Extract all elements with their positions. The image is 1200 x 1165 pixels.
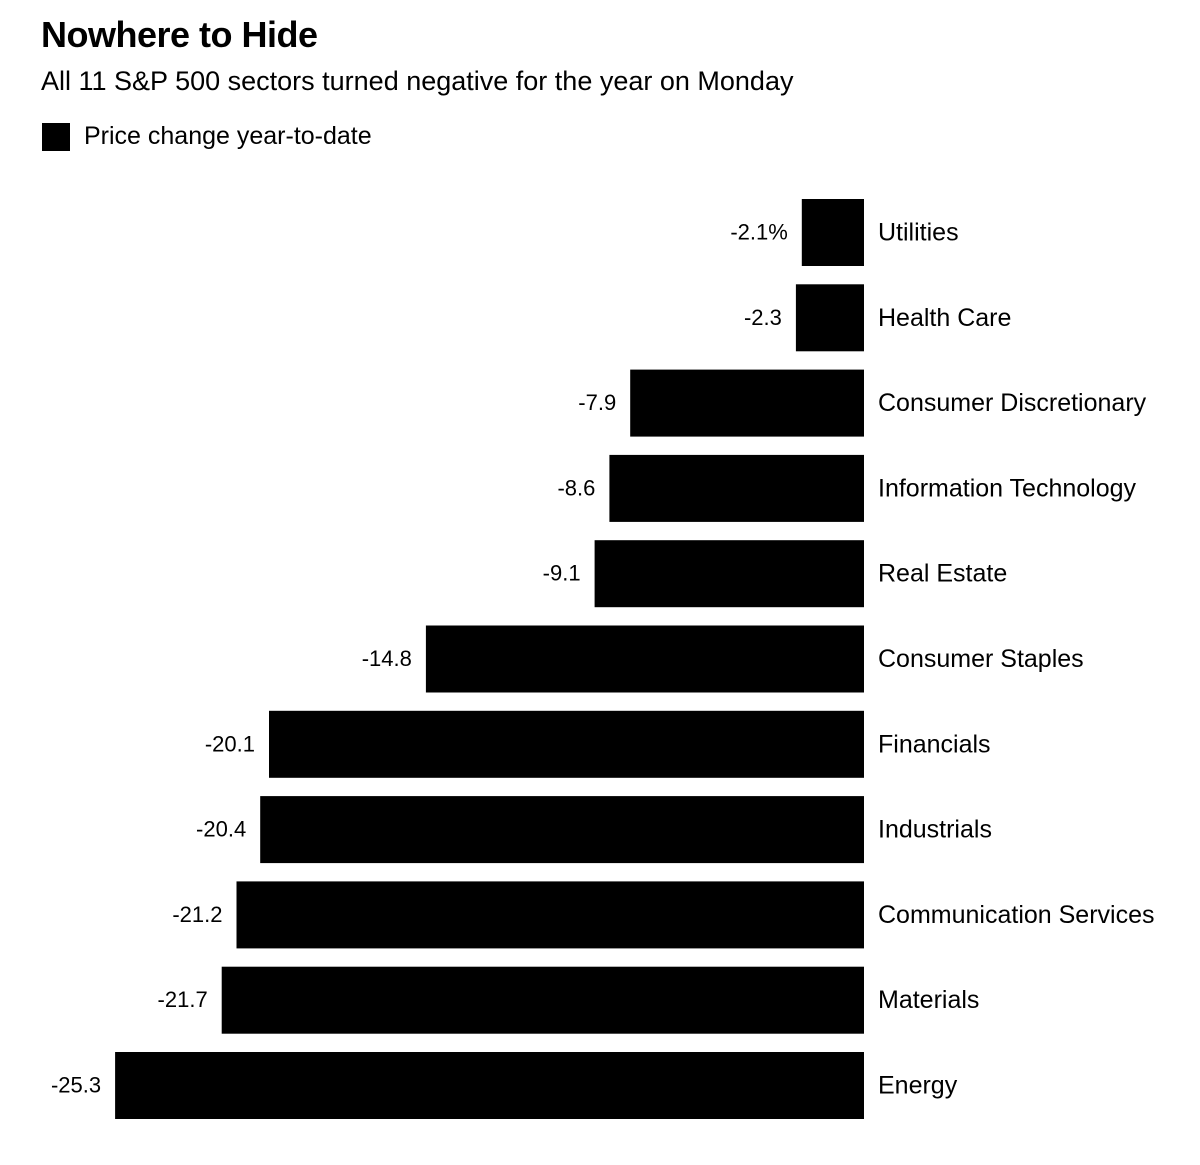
category-label: Health Care: [878, 304, 1011, 332]
value-label: -20.4: [196, 817, 246, 842]
value-label: -8.6: [557, 475, 595, 500]
category-label: Materials: [878, 986, 979, 1014]
bar: [801, 199, 864, 266]
category-label: Industrials: [878, 816, 992, 844]
bar: [630, 369, 864, 437]
bar: [425, 625, 864, 693]
chart-subtitle: All 11 S&P 500 sectors turned negative f…: [41, 66, 794, 96]
value-label: -2.1%: [730, 220, 787, 245]
chart-title: Nowhere to Hide: [41, 14, 318, 55]
bar: [594, 540, 864, 608]
bar: [269, 710, 864, 778]
category-label: Utilities: [878, 219, 959, 247]
value-label: -20.1: [205, 731, 255, 756]
category-label: Financials: [878, 730, 991, 758]
category-label: Consumer Staples: [878, 645, 1084, 673]
bar: [260, 796, 864, 864]
value-label: -25.3: [51, 1073, 101, 1098]
value-label: -14.8: [362, 646, 412, 671]
bar: [115, 1052, 865, 1119]
category-label: Communication Services: [878, 901, 1155, 929]
category-label: Energy: [878, 1072, 958, 1100]
category-label: Information Technology: [878, 474, 1137, 502]
bar: [609, 454, 864, 522]
value-label: -21.7: [158, 987, 208, 1012]
legend: Price change year-to-date: [42, 122, 372, 151]
bar: [795, 284, 864, 352]
value-label: -9.1: [543, 561, 581, 586]
value-label: -21.2: [172, 902, 222, 927]
legend-swatch: [42, 122, 70, 151]
bar: [221, 966, 864, 1034]
bar: [236, 881, 864, 949]
value-label: -2.3: [744, 305, 782, 330]
category-label: Real Estate: [878, 560, 1007, 588]
legend-label: Price change year-to-date: [84, 122, 372, 150]
category-label: Consumer Discretionary: [878, 389, 1147, 417]
value-label: -7.9: [578, 390, 616, 415]
